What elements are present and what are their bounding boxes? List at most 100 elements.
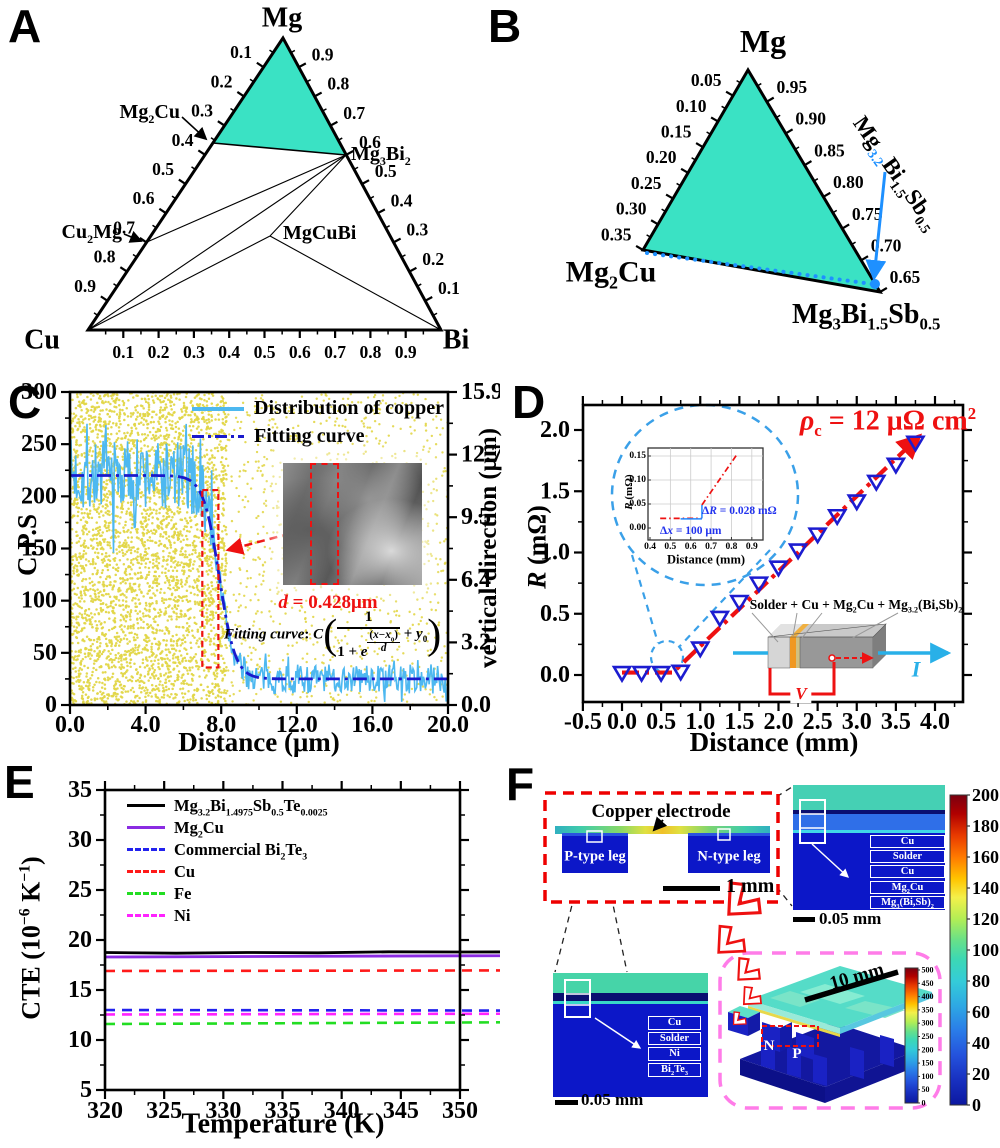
svg-text:335: 335 [265,1098,301,1124]
svg-text:0.2: 0.2 [422,249,444,269]
svg-text:0.30: 0.30 [616,199,647,219]
svg-text:0.5: 0.5 [254,342,276,362]
svg-text:0.3: 0.3 [191,101,213,121]
svg-text:-0.5: -0.5 [564,709,602,735]
svg-text:340: 340 [324,1098,360,1124]
svg-text:330: 330 [205,1098,241,1124]
svg-text:0.3: 0.3 [183,342,205,362]
svg-text:0.5: 0.5 [540,601,570,627]
svg-text:0.05: 0.05 [691,70,722,90]
svg-text:0.9: 0.9 [395,342,417,362]
svg-text:25: 25 [68,877,92,903]
svg-text:0.0: 0.0 [461,692,491,718]
svg-text:320: 320 [87,1098,123,1124]
svg-text:0.4: 0.4 [391,190,413,210]
svg-text:0.2: 0.2 [148,342,170,362]
svg-text:0.1: 0.1 [230,42,252,62]
svg-text:0.9: 0.9 [74,276,96,296]
svg-text:9.5: 9.5 [461,504,491,530]
svg-text:5: 5 [80,1077,92,1103]
svg-text:0.20: 0.20 [646,147,677,167]
svg-text:0.10: 0.10 [629,475,646,485]
svg-text:3.0: 3.0 [842,709,872,735]
svg-text:0.80: 0.80 [833,172,864,192]
svg-text:0.6: 0.6 [289,342,311,362]
svg-text:0.35: 0.35 [601,224,632,244]
svg-text:2.0: 2.0 [540,417,570,443]
svg-text:1.5: 1.5 [540,478,570,504]
svg-text:16.0: 16.0 [351,712,393,738]
svg-text:0.1: 0.1 [438,278,460,298]
svg-text:200: 200 [21,483,57,509]
svg-text:0.2: 0.2 [211,71,233,91]
svg-text:20: 20 [68,927,92,953]
svg-text:0.15: 0.15 [629,451,646,461]
svg-text:0.4: 0.4 [218,342,240,362]
svg-text:0.5: 0.5 [375,161,397,181]
svg-text:0.15: 0.15 [661,122,692,142]
svg-text:12.7: 12.7 [461,442,500,468]
svg-text:0.8: 0.8 [359,342,381,362]
svg-text:325: 325 [146,1098,182,1124]
svg-text:0.0: 0.0 [55,712,85,738]
svg-text:350: 350 [442,1098,478,1124]
svg-text:0.90: 0.90 [795,109,826,129]
sem-roi-rectangle [310,463,339,585]
svg-text:0.7: 0.7 [705,542,717,552]
panel-b-ternary-diagram: 0.05 0.10 0.15 0.20 0.25 0.30 0.35 0.95 0.90 0.85… [601,67,921,295]
svg-text:0.8: 0.8 [327,74,349,94]
svg-text:0.5: 0.5 [152,159,174,179]
svg-text:10: 10 [68,1027,92,1053]
svg-text:2.0: 2.0 [764,709,794,735]
svg-text:0.9: 0.9 [312,44,334,64]
svg-text:0.25: 0.25 [631,173,662,193]
panel-d-resistance-plot: 0.4 0.5 0.6 0.7 0.8 0.90.000.050.100.15-0.5 0.… [540,396,972,735]
svg-text:15: 15 [68,977,92,1003]
svg-text:20.0: 20.0 [427,712,469,738]
svg-text:0.4: 0.4 [644,542,656,552]
svg-text:0.10: 0.10 [676,96,707,116]
svg-text:345: 345 [383,1098,419,1124]
svg-text:0.8: 0.8 [94,247,116,267]
svg-text:0.65: 0.65 [890,267,921,287]
svg-text:0.05: 0.05 [629,499,646,509]
svg-text:0.95: 0.95 [776,77,807,97]
svg-text:1.0: 1.0 [540,540,570,566]
svg-text:0.75: 0.75 [852,204,883,224]
svg-text:0.6: 0.6 [359,132,381,152]
sem-image-inset [283,463,422,585]
svg-text:3.2: 3.2 [461,629,491,655]
svg-text:0.6: 0.6 [133,188,155,208]
svg-text:0.7: 0.7 [324,342,346,362]
svg-text:0.4: 0.4 [172,130,194,150]
svg-text:30: 30 [68,827,92,853]
svg-text:15.9: 15.9 [461,380,500,405]
svg-text:12.0: 12.0 [276,712,318,738]
svg-text:50: 50 [33,640,57,666]
panel-c-linescan-plot: 0.0 4.0 8.0 12.0 16.0 20.0 0 50 100 150 200 250 300 0… [21,380,500,738]
svg-text:4.0: 4.0 [920,709,950,735]
svg-text:0.9: 0.9 [746,542,758,552]
svg-text:2.5: 2.5 [803,709,833,735]
svg-text:0.0: 0.0 [540,662,570,688]
svg-text:0.5: 0.5 [646,709,676,735]
svg-text:4.0: 4.0 [131,712,161,738]
svg-text:0.7: 0.7 [343,103,365,123]
svg-text:3.5: 3.5 [881,709,911,735]
svg-text:100: 100 [21,588,57,614]
panel-a-ternary-diagram: 0.1 0.2 0.3 0.4 0.5 0.6 0.7 0.8 0.9 0.9 0.8 0.7 0.6 0… [74,35,460,362]
svg-text:1.5: 1.5 [724,709,754,735]
svg-text:0: 0 [45,692,57,718]
svg-text:0.8: 0.8 [726,542,738,552]
svg-text:150: 150 [21,536,57,562]
svg-text:8.0: 8.0 [206,712,236,738]
svg-text:0.5: 0.5 [664,542,676,552]
svg-text:0.0: 0.0 [607,709,637,735]
svg-text:0.00: 0.00 [629,523,646,533]
svg-text:250: 250 [21,431,57,457]
svg-text:0.85: 0.85 [814,140,845,160]
svg-text:300: 300 [21,380,57,405]
svg-text:6.4: 6.4 [461,567,491,593]
